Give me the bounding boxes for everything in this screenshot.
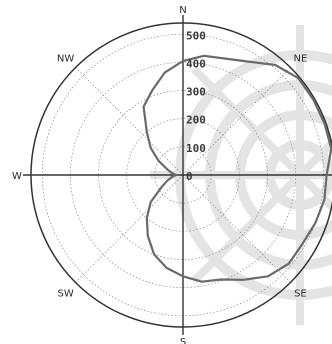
direction-label-nw: NW bbox=[57, 54, 74, 65]
radial-tick-label: 300 bbox=[186, 86, 206, 99]
radial-tick-labels: 0 100 200 300 400 500 bbox=[186, 29, 206, 183]
grid-spoke bbox=[182, 174, 291, 283]
grid-spoke bbox=[182, 67, 291, 176]
direction-label-se: SE bbox=[294, 288, 307, 299]
direction-label-ne: NE bbox=[293, 54, 307, 65]
radial-tick-label: 200 bbox=[186, 114, 206, 127]
radial-tick-label: 500 bbox=[186, 29, 206, 42]
polar-axes bbox=[23, 15, 332, 335]
direction-label-w: W bbox=[12, 171, 22, 182]
radial-tick-label: 0 bbox=[186, 170, 193, 183]
watermark-spoke bbox=[191, 172, 303, 284]
direction-label-sw: SW bbox=[57, 288, 73, 299]
direction-labels: NNEESESSWWNW bbox=[12, 5, 307, 344]
watermark-spoke bbox=[297, 172, 332, 213]
watermark-spoke bbox=[297, 137, 332, 178]
watermark-spoke bbox=[191, 66, 303, 178]
series-group bbox=[142, 54, 332, 283]
radial-tick-label: 100 bbox=[186, 142, 206, 155]
radial-tick-label: 400 bbox=[186, 57, 206, 70]
direction-label-s: S bbox=[180, 337, 186, 344]
grid-spoke bbox=[75, 174, 184, 283]
direction-label-n: N bbox=[179, 5, 186, 16]
grid-spoke bbox=[75, 67, 184, 176]
series-line bbox=[142, 54, 332, 283]
